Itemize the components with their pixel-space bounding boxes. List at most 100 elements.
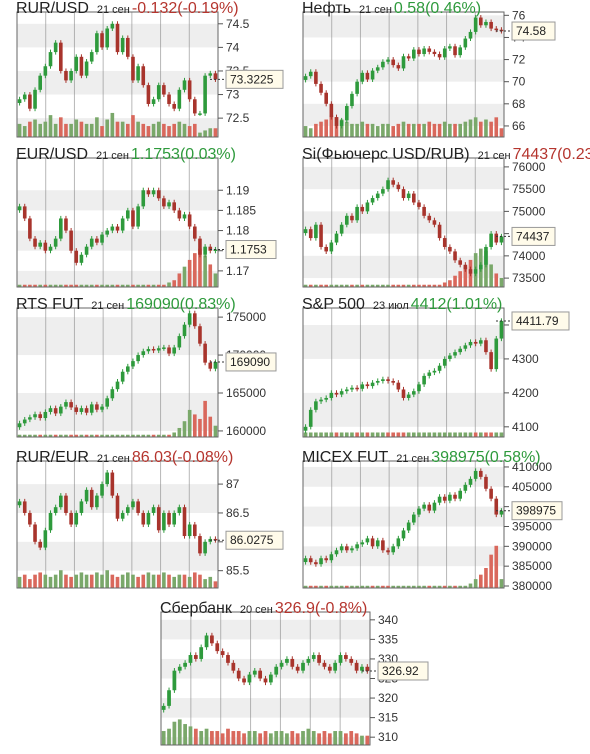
chart-panel-micex-fut[interactable]: 4100004050004000003950003900003850003800…: [302, 449, 580, 593]
candle-body: [396, 538, 401, 547]
y-tick-label: 86.5: [226, 506, 250, 520]
candle-body: [177, 210, 182, 219]
volume-bar: [33, 434, 37, 437]
volume-bar: [314, 284, 318, 287]
candle-body: [279, 662, 284, 667]
volume-bar: [458, 585, 462, 588]
candle-body: [417, 202, 421, 207]
volume-bar: [422, 432, 426, 437]
volume-bar: [381, 284, 385, 287]
volume-bar: [334, 284, 339, 287]
candle-body: [274, 666, 279, 675]
volume-bar: [167, 126, 171, 137]
volume-bar: [463, 432, 468, 437]
candle-body: [95, 238, 99, 243]
y-tick-label: 75500: [512, 182, 546, 196]
candle-body: [406, 522, 411, 531]
volume-bar: [437, 585, 442, 588]
ticker-change: 1.1753(0.03%): [131, 146, 236, 163]
candle-body: [53, 42, 58, 53]
volume-bar: [345, 585, 349, 588]
candle-body: [360, 542, 365, 545]
volume-bar: [131, 434, 135, 437]
volume-bar: [468, 432, 473, 437]
volume-bar: [115, 121, 120, 137]
candle-body: [442, 238, 447, 247]
volume-bar: [182, 266, 187, 287]
volume-bar: [339, 432, 344, 437]
chart-title: S&P 500 23 июл 4412(1.01%): [302, 296, 502, 315]
volume-bar: [59, 284, 63, 287]
candle-body: [499, 320, 504, 339]
last-price-label: 86.0275: [230, 533, 274, 547]
candlestick-chart: 76000755007500074500740007350074437: [302, 157, 556, 288]
ticker-date: 21 сен: [96, 453, 130, 465]
candle-body: [412, 193, 416, 203]
candle-body: [69, 512, 73, 525]
candle-body: [48, 512, 53, 531]
candle-body: [355, 544, 359, 549]
volume-bar: [322, 731, 327, 745]
volume-bar: [172, 280, 176, 287]
candle-body: [48, 408, 53, 412]
volume-bar: [38, 284, 42, 287]
volume-bar: [314, 585, 318, 588]
ticker-name: Нефть: [302, 0, 351, 17]
candle-body: [136, 206, 140, 227]
volume-bar: [59, 117, 63, 137]
candle-body: [193, 313, 197, 327]
volume-bar: [365, 284, 370, 287]
volume-bar: [193, 728, 198, 745]
volume-bar: [274, 731, 279, 745]
volume-bar: [69, 284, 73, 287]
volume-bar: [136, 576, 140, 588]
volume-bar: [43, 121, 48, 137]
candle-body: [463, 38, 468, 48]
candle-body: [131, 501, 135, 508]
candle-body: [203, 541, 207, 554]
volume-bar: [141, 574, 146, 588]
candle-body: [177, 507, 182, 513]
volume-bar: [126, 123, 130, 137]
volume-bar: [463, 266, 468, 287]
volume-bar: [417, 585, 421, 588]
y-tick-label: 315: [378, 711, 398, 725]
volume-bar: [177, 574, 182, 588]
chart-panel-si-futures[interactable]: 76000755007500074500740007350074437 Si(Ф…: [302, 146, 590, 292]
candle-body: [110, 226, 115, 231]
volume-bar: [306, 728, 311, 745]
candle-body: [370, 70, 375, 80]
candle-body: [422, 206, 426, 216]
candle-body: [177, 336, 182, 348]
candle-body: [499, 29, 504, 32]
volume-bar: [38, 123, 42, 137]
candle-body: [193, 524, 197, 537]
candle-body: [43, 411, 48, 419]
grid-band: [303, 466, 504, 487]
chart-panel-rts-fut[interactable]: 175000170000165000160000169090 RTS FUT21…: [16, 296, 294, 442]
candle-body: [448, 46, 452, 49]
volume-bar: [177, 427, 182, 437]
candle-body: [442, 496, 447, 501]
volume-bar: [188, 726, 193, 745]
last-price-box: [511, 21, 556, 41]
candle-body: [136, 355, 140, 362]
candle-body: [203, 75, 207, 114]
candle-body: [136, 66, 140, 81]
volume-bar: [28, 434, 32, 437]
candle-body: [156, 85, 161, 100]
candle-body: [427, 215, 432, 221]
candle-body: [17, 99, 22, 104]
candle-body: [193, 655, 198, 659]
volume-bar: [100, 434, 104, 437]
candle-body: [401, 56, 406, 69]
candle-body: [115, 381, 120, 390]
volume-bar: [95, 572, 99, 588]
volume-bar: [453, 123, 457, 137]
